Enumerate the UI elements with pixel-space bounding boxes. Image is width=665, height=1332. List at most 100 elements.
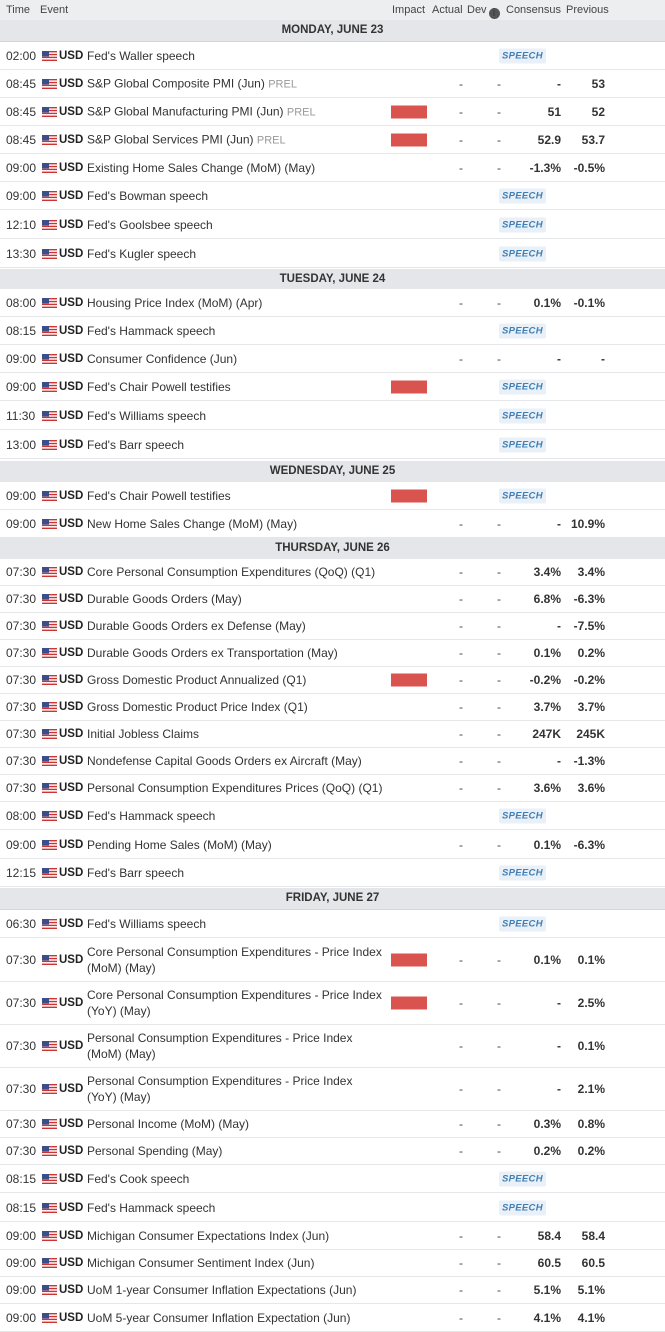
event-name[interactable]: Personal Consumption Expenditures Prices… [87,780,385,796]
event-row[interactable]: 07:30 USD Personal Consumption Expenditure… [0,775,665,802]
us-flag-icon [42,783,57,793]
event-row[interactable]: 09:00 USD Fed's Bowman speech SPEECH [0,182,665,210]
currency-code: USD [59,647,84,659]
event-name[interactable]: Fed's Williams speech [87,916,385,932]
event-row[interactable]: 07:30 USD Personal Income (MoM) (May) - - 0.3… [0,1111,665,1138]
event-name[interactable]: Personal Income (MoM) (May) [87,1116,385,1132]
event-name[interactable]: Fed's Barr speech [87,865,385,881]
event-name[interactable]: Fed's Hammack speech [87,1200,385,1216]
event-name[interactable]: S&P Global Services PMI (Jun) PREL [87,131,385,148]
event-row[interactable]: 09:00 USD Consumer Confidence (Jun) - - - - [0,345,665,373]
event-name[interactable]: Fed's Goolsbee speech [87,217,385,233]
header-dev[interactable]: Dev i [467,4,500,19]
event-name[interactable]: UoM 1-year Consumer Inflation Expectatio… [87,1282,385,1298]
event-name[interactable]: Fed's Chair Powell testifies [87,379,385,395]
event-name[interactable]: Existing Home Sales Change (MoM) (May) [87,160,385,176]
event-row[interactable]: 07:30 USD Durable Goods Orders (May) - - 6.8%… [0,586,665,613]
event-name[interactable]: Gross Domestic Product Annualized (Q1) [87,672,385,688]
event-name[interactable]: Gross Domestic Product Price Index (Q1) [87,699,385,715]
currency-code: USD [59,997,84,1009]
event-row[interactable]: 07:30 USD Durable Goods Orders ex Transpor… [0,640,665,667]
event-row[interactable]: 08:00 USD Fed's Hammack speech SPEECH [0,803,665,830]
event-name[interactable]: Consumer Confidence (Jun) [87,351,385,367]
event-row[interactable]: 09:00 USD New Home Sales Change (MoM) (May… [0,510,665,538]
event-name[interactable]: Fed's Hammack speech [87,808,385,824]
speech-badge: SPEECH [499,1171,546,1186]
event-row[interactable]: 09:00 USD Pending Home Sales (MoM) (May) - -… [0,831,665,859]
event-name[interactable]: Durable Goods Orders ex Defense (May) [87,618,385,634]
header-impact[interactable]: Impact [392,4,426,16]
event-name[interactable]: Nondefense Capital Goods Orders ex Aircr… [87,753,385,769]
event-name[interactable]: Pending Home Sales (MoM) (May) [87,837,385,853]
event-name[interactable]: S&P Global Composite PMI (Jun) PREL [87,75,385,92]
event-row[interactable]: 12:15 USD Fed's Barr speech SPEECH [0,859,665,887]
previous-value: 58.4 [581,1228,605,1243]
event-row[interactable]: 13:00 USD Fed's Barr speech SPEECH [0,431,665,459]
event-row[interactable]: 06:30 USD Fed's Williams speech SPEECH [0,910,665,938]
event-name[interactable]: Fed's Waller speech [87,48,385,64]
event-name[interactable]: Core Personal Consumption Expenditures (… [87,564,385,580]
event-name[interactable]: Housing Price Index (MoM) (Apr) [87,295,385,311]
event-name[interactable]: Michigan Consumer Expectations Index (Ju… [87,1228,385,1244]
event-row[interactable]: 08:45 USD S&P Global Manufacturing PMI (Ju… [0,98,665,126]
event-row[interactable]: 08:15 USD Fed's Hammack speech SPEECH [0,1194,665,1222]
event-row[interactable]: 09:00 USD Fed's Chair Powell testifies SPEE… [0,482,665,510]
event-name[interactable]: Fed's Williams speech [87,408,385,424]
event-row[interactable]: 07:30 USD Core Personal Consumption Expend… [0,559,665,586]
header-time[interactable]: Time [6,4,31,16]
event-name[interactable]: Core Personal Consumption Expenditures -… [87,944,385,976]
event-name[interactable]: Personal Consumption Expenditures - Pric… [87,1030,385,1062]
event-row[interactable]: 07:30 USD Nondefense Capital Goods Orders … [0,748,665,775]
event-name[interactable]: Fed's Hammack speech [87,323,385,339]
event-name[interactable]: Durable Goods Orders ex Transportation (… [87,645,385,661]
event-name[interactable]: Initial Jobless Claims [87,726,385,742]
event-row[interactable]: 07:30 USD Core Personal Consumption Expend… [0,939,665,982]
event-row[interactable]: 02:00 USD Fed's Waller speech SPEECH [0,42,665,70]
event-row[interactable]: 09:00 USD UoM 5-year Consumer Inflation Ex… [0,1304,665,1332]
event-name[interactable]: Fed's Bowman speech [87,188,385,204]
event-row[interactable]: 07:30 USD Initial Jobless Claims - - 247K 245K [0,721,665,748]
event-name[interactable]: Fed's Barr speech [87,437,385,453]
event-row[interactable]: 07:30 USD Gross Domestic Product Price Ind… [0,694,665,721]
event-name[interactable]: Fed's Kugler speech [87,246,385,262]
event-row[interactable]: 09:00 USD Michigan Consumer Expectations I… [0,1222,665,1250]
event-row[interactable]: 09:00 USD UoM 1-year Consumer Inflation Ex… [0,1277,665,1304]
event-name[interactable]: Personal Spending (May) [87,1143,385,1159]
event-row[interactable]: 07:30 USD Personal Consumption Expenditure… [0,1025,665,1068]
event-name[interactable]: Durable Goods Orders (May) [87,591,385,607]
event-name[interactable]: Core Personal Consumption Expenditures -… [87,987,385,1019]
event-row[interactable]: 07:30 USD Core Personal Consumption Expend… [0,982,665,1025]
currency-code: USD [59,133,84,146]
info-icon[interactable]: i [488,8,500,19]
event-row[interactable]: 12:10 USD Fed's Goolsbee speech SPEECH [0,211,665,239]
event-row[interactable]: 08:00 USD Housing Price Index (MoM) (Apr) -… [0,289,665,317]
event-row[interactable]: 13:30 USD Fed's Kugler speech SPEECH [0,240,665,268]
consensus-value: -0.2% [529,673,561,687]
event-row[interactable]: 08:45 USD S&P Global Services PMI (Jun) PR… [0,126,665,154]
event-name[interactable]: New Home Sales Change (MoM) (May) [87,516,385,532]
header-event[interactable]: Event [40,4,69,16]
event-row[interactable]: 07:30 USD Gross Domestic Product Annualize… [0,667,665,694]
event-row[interactable]: 09:00 USD Michigan Consumer Sentiment Inde… [0,1250,665,1277]
deviation-value: - [497,132,501,147]
event-row[interactable]: 08:15 USD Fed's Hammack speech SPEECH [0,317,665,345]
event-name[interactable]: Fed's Cook speech [87,1171,385,1187]
event-row[interactable]: 09:00 USD Existing Home Sales Change (MoM)… [0,154,665,182]
event-row[interactable]: 08:45 USD S&P Global Composite PMI (Jun) P… [0,70,665,98]
deviation-value: - [497,1310,501,1325]
event-name[interactable]: Personal Consumption Expenditures - Pric… [87,1073,385,1105]
event-row[interactable]: 11:30 USD Fed's Williams speech SPEECH [0,402,665,430]
header-actual[interactable]: Actual [432,4,463,16]
event-name[interactable]: Michigan Consumer Sentiment Index (Jun) [87,1255,385,1271]
event-row[interactable]: 07:30 USD Personal Consumption Expenditure… [0,1068,665,1111]
event-name-text: Personal Consumption Expenditures - Pric… [87,1031,353,1061]
event-row[interactable]: 08:15 USD Fed's Cook speech SPEECH [0,1165,665,1193]
event-name[interactable]: S&P Global Manufacturing PMI (Jun) PREL [87,103,385,120]
event-name[interactable]: Fed's Chair Powell testifies [87,488,385,504]
event-name[interactable]: UoM 5-year Consumer Inflation Expectatio… [87,1310,385,1326]
header-previous[interactable]: Previous [566,4,609,16]
event-row[interactable]: 09:00 USD Fed's Chair Powell testifies SPEE… [0,373,665,401]
header-consensus[interactable]: Consensus [506,4,562,16]
event-row[interactable]: 07:30 USD Personal Spending (May) - - 0.2% 0.2… [0,1138,665,1165]
event-row[interactable]: 07:30 USD Durable Goods Orders ex Defense … [0,613,665,640]
